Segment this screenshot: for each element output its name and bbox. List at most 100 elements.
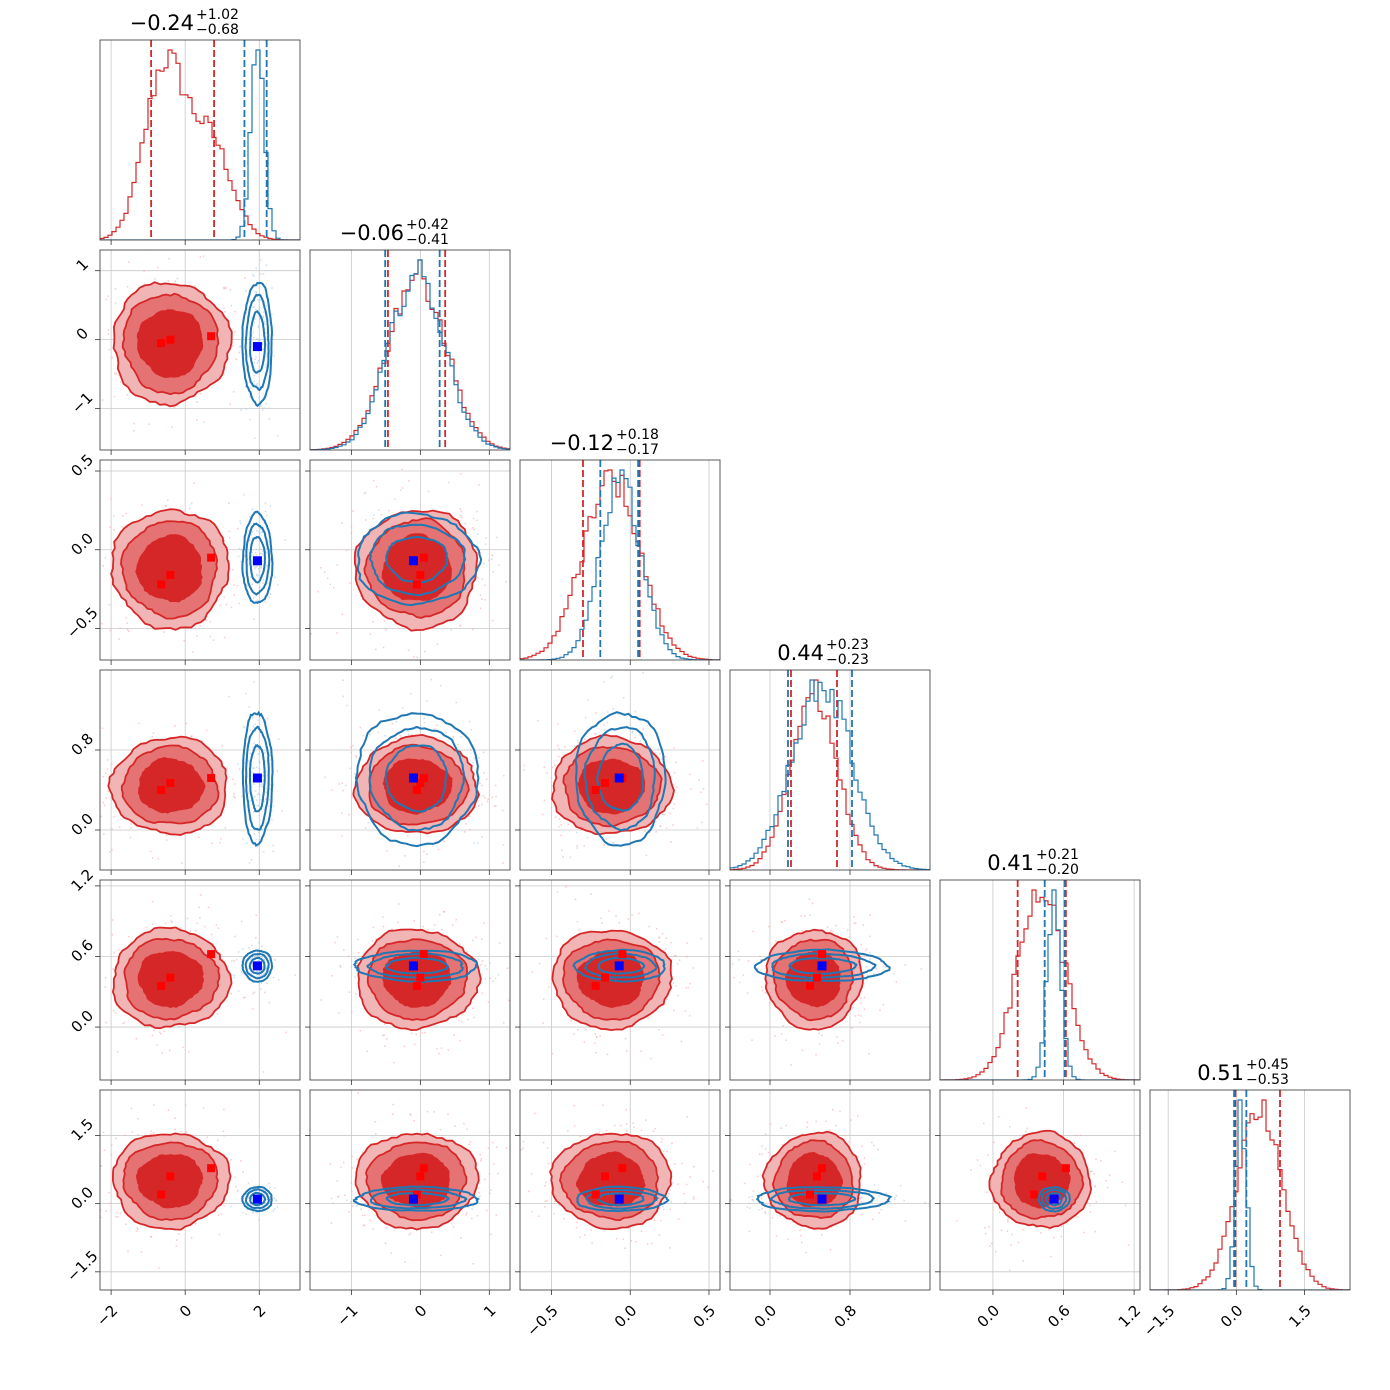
blue-sample-point: [240, 560, 243, 563]
blue-sample-point: [260, 339, 262, 341]
red-sample-point: [199, 917, 201, 919]
red-sample-point: [689, 788, 692, 790]
blue-sample-point: [477, 958, 480, 961]
red-sample-point: [388, 509, 390, 512]
red-sample-point: [116, 1211, 119, 1214]
blue-sample-point: [267, 805, 270, 807]
x-tick-label: 0: [176, 1302, 195, 1321]
red-sample-point: [178, 1233, 180, 1235]
red-marker: [419, 1164, 428, 1173]
red-sample-point: [780, 1033, 783, 1035]
blue-sample-point: [251, 944, 253, 947]
red-sample-point: [157, 266, 159, 269]
blue-sample-point: [471, 1208, 473, 1210]
red-sample-point: [154, 278, 156, 280]
blue-sample-point: [865, 978, 868, 981]
red-sample-point: [550, 776, 553, 779]
red-sample-point: [373, 479, 375, 482]
red-sample-point: [626, 1050, 628, 1052]
red-sample-point: [484, 584, 486, 587]
red-sample-point: [216, 1013, 219, 1015]
blue-sample-point: [256, 954, 259, 957]
red-sample-point: [223, 636, 226, 639]
blue-sample-point: [257, 831, 260, 834]
red-sample-point: [670, 841, 672, 843]
x-tick-label: 2: [250, 1302, 269, 1321]
red-sample-point: [369, 677, 371, 679]
red-sample-point: [342, 1161, 345, 1164]
red-sample-point: [447, 1049, 449, 1051]
red-sample-point: [233, 594, 235, 596]
red-sample-point: [577, 1028, 579, 1031]
red-sample-point: [869, 914, 871, 916]
red-sample-point: [853, 922, 855, 925]
blue-contour: [583, 726, 656, 832]
blue-sample-point: [242, 972, 245, 975]
blue-sample-point: [252, 331, 254, 334]
blue-sample-point: [882, 965, 885, 967]
red-sample-point: [564, 818, 567, 821]
red-sample-point: [200, 894, 202, 896]
blue-sample-point: [260, 975, 262, 978]
red-sample-point: [785, 1039, 787, 1041]
blue-sample-point: [272, 1210, 275, 1212]
red-sample-point: [152, 732, 155, 735]
red-sample-point: [467, 1018, 469, 1021]
red-sample-point: [678, 959, 681, 961]
red-sample-point: [126, 393, 129, 396]
blue-sample-point: [587, 699, 589, 701]
blue-sample-point: [268, 960, 271, 962]
red-sample-point: [161, 1052, 164, 1054]
panel-title-median: −0.12: [550, 431, 614, 455]
blue-sample-point: [330, 1197, 333, 1200]
red-sample-point: [483, 772, 485, 774]
truth-marker: [408, 773, 418, 783]
panel-content: [101, 482, 286, 653]
red-marker: [166, 973, 175, 982]
red-sample-point: [493, 1163, 495, 1165]
red-sample-point: [204, 925, 206, 928]
blue-sample-point: [476, 510, 478, 513]
blue-sample-point: [439, 684, 442, 687]
blue-sample-point: [263, 320, 266, 323]
red-sample-point: [398, 627, 400, 630]
red-sample-point: [118, 374, 120, 376]
y-tick-label: 0.0: [68, 1007, 98, 1037]
blue-sample-point: [263, 800, 265, 803]
red-sample-point: [112, 968, 114, 970]
red-sample-point: [360, 595, 362, 598]
red-sample-point: [384, 1242, 387, 1245]
blue-sample-point: [245, 408, 248, 410]
red-sample-point: [126, 285, 129, 288]
red-marker: [416, 973, 425, 982]
red-sample-point: [113, 515, 115, 517]
red-sample-point: [491, 796, 494, 799]
blue-sample-point: [267, 582, 269, 584]
red-sample-point: [465, 823, 467, 825]
red-sample-point: [151, 900, 154, 903]
blue-sample-point: [398, 865, 401, 867]
y-tick-label: −1: [68, 389, 96, 417]
red-sample-point: [119, 530, 122, 533]
red-sample-point: [477, 577, 479, 579]
blue-sample-point: [603, 729, 606, 731]
red-sample-point: [688, 1015, 691, 1017]
blue-sample-point: [281, 810, 283, 812]
blue-sample-point: [256, 971, 258, 973]
red-sample-point: [331, 975, 333, 977]
blue-sample-point: [350, 966, 353, 968]
blue-sample-point: [251, 530, 254, 533]
blue-sample-point: [268, 1182, 270, 1185]
y-tick-label: 0.5: [68, 451, 98, 481]
red-sample-point: [354, 957, 357, 960]
red-sample-point: [96, 296, 98, 298]
blue-sample-point: [356, 1204, 358, 1207]
red-sample-point: [618, 921, 621, 924]
red-sample-point: [658, 1029, 660, 1031]
blue-sample-point: [269, 588, 272, 590]
red-sample-point: [130, 827, 132, 829]
blue-sample-point: [737, 950, 740, 953]
red-sample-point: [558, 818, 560, 820]
red-sample-point: [775, 940, 777, 943]
